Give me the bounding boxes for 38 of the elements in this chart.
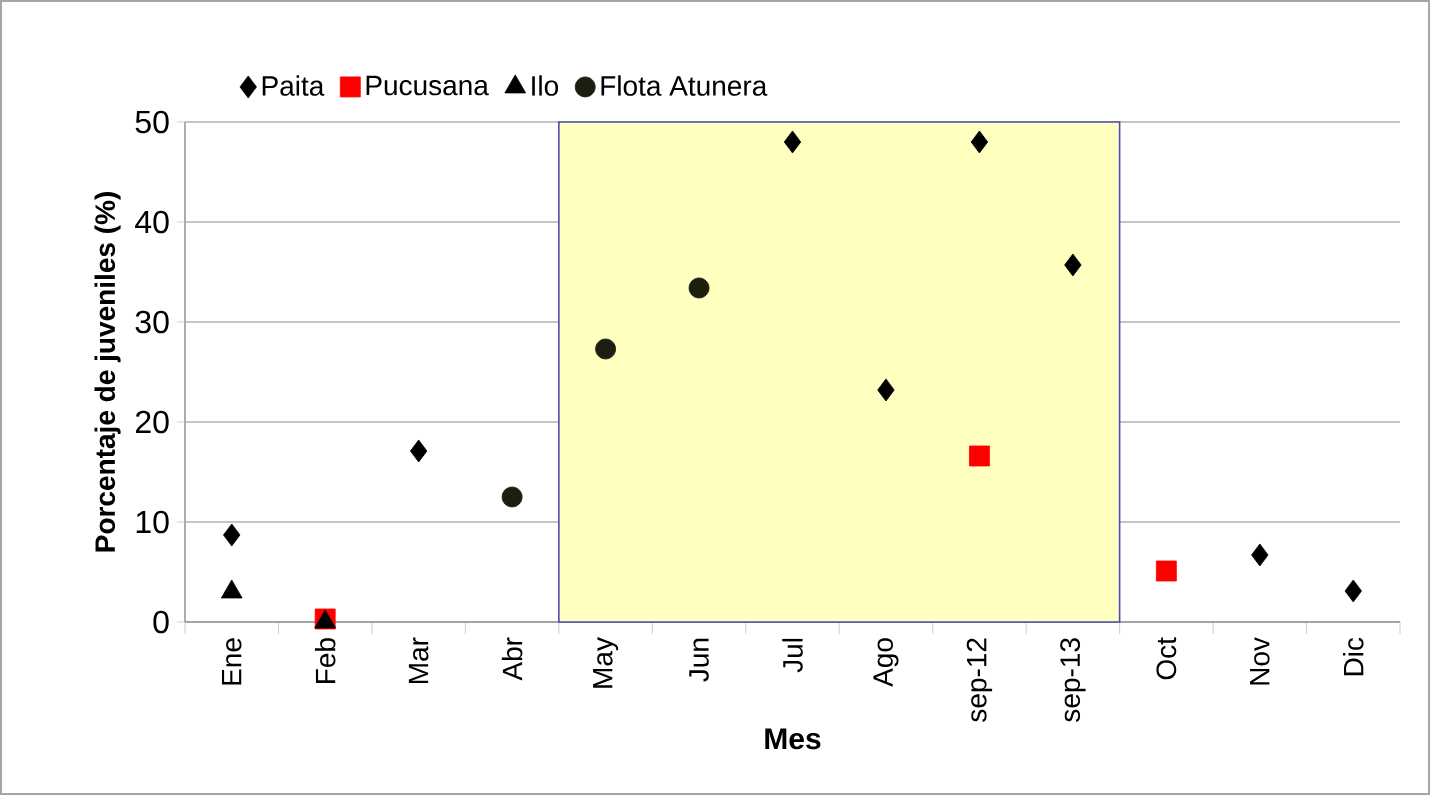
x-tick-label: Nov (1250, 637, 1270, 685)
point (688, 277, 710, 299)
point (410, 439, 428, 463)
y-tick-label: 50 (135, 110, 169, 134)
y-tick-label: 10 (136, 510, 169, 534)
y-tick-label: 30 (135, 310, 169, 334)
legend-label: Pucusana (366, 75, 489, 96)
y-tick-label: 20 (135, 410, 169, 434)
point (1251, 543, 1269, 567)
point (877, 378, 895, 402)
x-tick-label: Oct (1156, 637, 1177, 680)
y-tick-label: 40 (135, 210, 169, 234)
x-tick-label: Jul (782, 638, 803, 673)
legend-label: Flota Atunera (601, 75, 768, 96)
x-tick-label: sep-12 (966, 638, 993, 722)
x-tick-label: Jun (689, 638, 709, 682)
legend-label: Paita (262, 75, 325, 96)
x-tick-label: sep-13 (1060, 638, 1086, 722)
point (1064, 253, 1082, 277)
x-tick-label: May (593, 637, 619, 688)
y-axis-title: Porcentaje de juveniles (%) (94, 192, 121, 552)
x-tick-label: Ene (221, 638, 242, 685)
x-tick-label: Feb (314, 638, 336, 684)
point (783, 130, 802, 154)
legend-label: Ilo (532, 75, 559, 96)
point (501, 486, 523, 508)
point (970, 130, 989, 154)
point (223, 523, 241, 547)
x-tick-label: Abr (501, 637, 523, 681)
x-tick-label: Dic (1342, 637, 1364, 676)
point (595, 338, 616, 360)
point (1155, 560, 1177, 582)
point (969, 445, 990, 467)
y-tick-label: 0 (153, 610, 169, 634)
x-tick-label: Mar (408, 637, 429, 683)
x-axis-title: Mes (765, 728, 821, 750)
point (1344, 579, 1362, 603)
x-tick-label: Ago (873, 638, 899, 687)
